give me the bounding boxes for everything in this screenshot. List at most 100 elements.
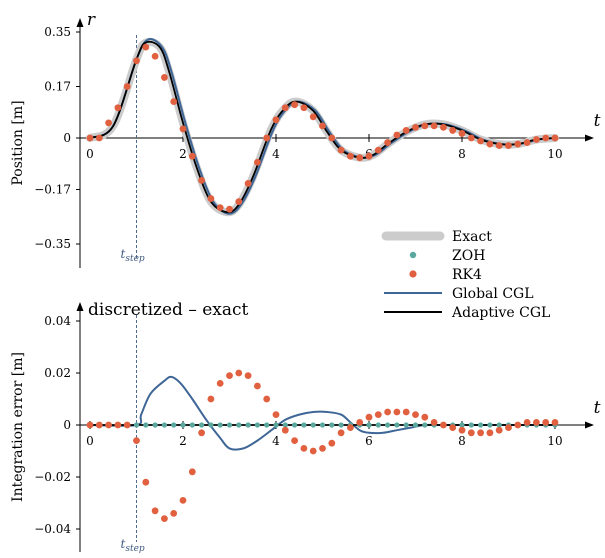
zoh-point: [496, 422, 502, 428]
zoh-point: [319, 422, 326, 428]
rk4-point: [505, 424, 512, 431]
y-tick-label: −0.04: [34, 522, 71, 536]
rk4-point: [300, 104, 308, 112]
rk4-point: [337, 146, 345, 154]
legend-swatch: [409, 270, 417, 278]
rk4-point: [477, 429, 484, 437]
rk4-point: [133, 437, 140, 444]
zoh-point: [394, 422, 400, 428]
rk4-point: [477, 137, 484, 145]
zoh-point: [282, 422, 288, 428]
rk4-point: [281, 426, 289, 434]
rk4-point: [105, 119, 112, 127]
rk4-point: [216, 380, 224, 387]
zoh-point: [310, 422, 316, 428]
zoh-point: [375, 422, 381, 428]
x-tick-label: 10: [547, 434, 562, 448]
rk4-point: [514, 421, 522, 429]
legend-label: RK4: [452, 267, 482, 283]
zoh-point: [338, 422, 344, 428]
rk4-point: [95, 134, 103, 142]
zoh-point: [226, 422, 233, 428]
error-panel: 0.04 0.02 0 −0.02 −0.04 0 2 4 6 8 10 t discretized –…: [10, 300, 601, 554]
rk4-point: [533, 419, 540, 426]
rk4-point: [170, 98, 178, 106]
rk4-point: [542, 134, 550, 142]
legend-item-zoh: ZOH: [409, 248, 485, 264]
rk4-point: [281, 104, 289, 112]
rk4-point: [393, 131, 401, 139]
zoh-point: [152, 422, 158, 428]
rk4-point: [161, 74, 168, 81]
zoh-point: [412, 422, 419, 428]
panel-title: discretized – exact: [88, 300, 249, 320]
y-tick-label: 0.02: [44, 366, 71, 380]
rk4-point: [402, 408, 410, 416]
x-tick-label: 4: [272, 434, 280, 448]
rk4-point: [412, 411, 419, 418]
zoh-point: [171, 422, 177, 428]
y-tick-label: 0: [63, 131, 71, 145]
step-label: tstep: [121, 247, 145, 264]
rk4-point: [486, 429, 494, 437]
zoh-point: [217, 422, 223, 428]
rk4-point: [421, 413, 429, 421]
rk4-point: [216, 204, 224, 212]
rk4-point: [440, 421, 447, 429]
zoh-point: [245, 422, 251, 428]
rk4-point: [309, 113, 317, 121]
rk4-point: [244, 180, 252, 187]
x-axis-arrow: [585, 134, 594, 142]
rk4-point: [207, 195, 215, 202]
rk4-point: [356, 419, 364, 426]
rk4-point: [458, 130, 466, 137]
y-variable-label: r: [87, 10, 96, 30]
rk4-point: [188, 468, 196, 476]
zoh-point: [329, 422, 335, 428]
global_cgl-line: [89, 38, 556, 215]
rk4-point: [198, 429, 206, 437]
rk4-point: [347, 424, 354, 431]
legend-item-exact: Exact: [381, 229, 492, 245]
rk4-point: [179, 497, 187, 504]
zoh-point: [301, 422, 307, 428]
step-label: tstep: [121, 537, 145, 554]
rk4-point: [170, 510, 178, 517]
rk4-point: [319, 122, 326, 130]
x-tick-label: 0: [86, 147, 94, 161]
rk4-point: [505, 142, 512, 149]
zoh-point: [143, 422, 149, 428]
rk4-point: [523, 419, 531, 426]
rk4-point: [430, 122, 438, 130]
legend-item-rk4: RK4: [409, 267, 482, 283]
rk4-point: [328, 439, 336, 447]
rk4-point: [440, 124, 447, 131]
x-tick-label: 0: [86, 434, 94, 448]
rk4-point: [254, 158, 261, 166]
legend: Exact ZOH RK4 Global CGL Adaptive CGL: [381, 229, 550, 321]
x-variable-label: t: [594, 398, 601, 418]
y-axis-label: Integration error [m]: [10, 352, 26, 502]
rk4-point: [467, 429, 475, 437]
rk4-point: [365, 413, 373, 421]
legend-label: ZOH: [452, 248, 485, 264]
rk4-point: [551, 134, 559, 142]
legend-item-adaptive_cgl: Adaptive CGL: [384, 305, 550, 321]
zoh-point: [180, 422, 186, 428]
legend-label: Exact: [452, 229, 492, 245]
rk4-point: [412, 124, 419, 131]
rk4-point: [235, 369, 243, 377]
rk4-point: [421, 122, 429, 130]
rk4-point: [254, 382, 261, 390]
rk4-point: [328, 134, 336, 142]
rk4-point: [123, 83, 131, 90]
x-tick-label: 6: [365, 434, 373, 448]
rk4-point: [291, 101, 298, 109]
rk4-point: [142, 478, 150, 486]
rk4-point: [486, 140, 494, 148]
rk4-point: [384, 139, 391, 146]
zoh-point: [459, 422, 465, 428]
y-axis-label: Position [m]: [10, 100, 26, 185]
rk4-point: [86, 134, 94, 142]
